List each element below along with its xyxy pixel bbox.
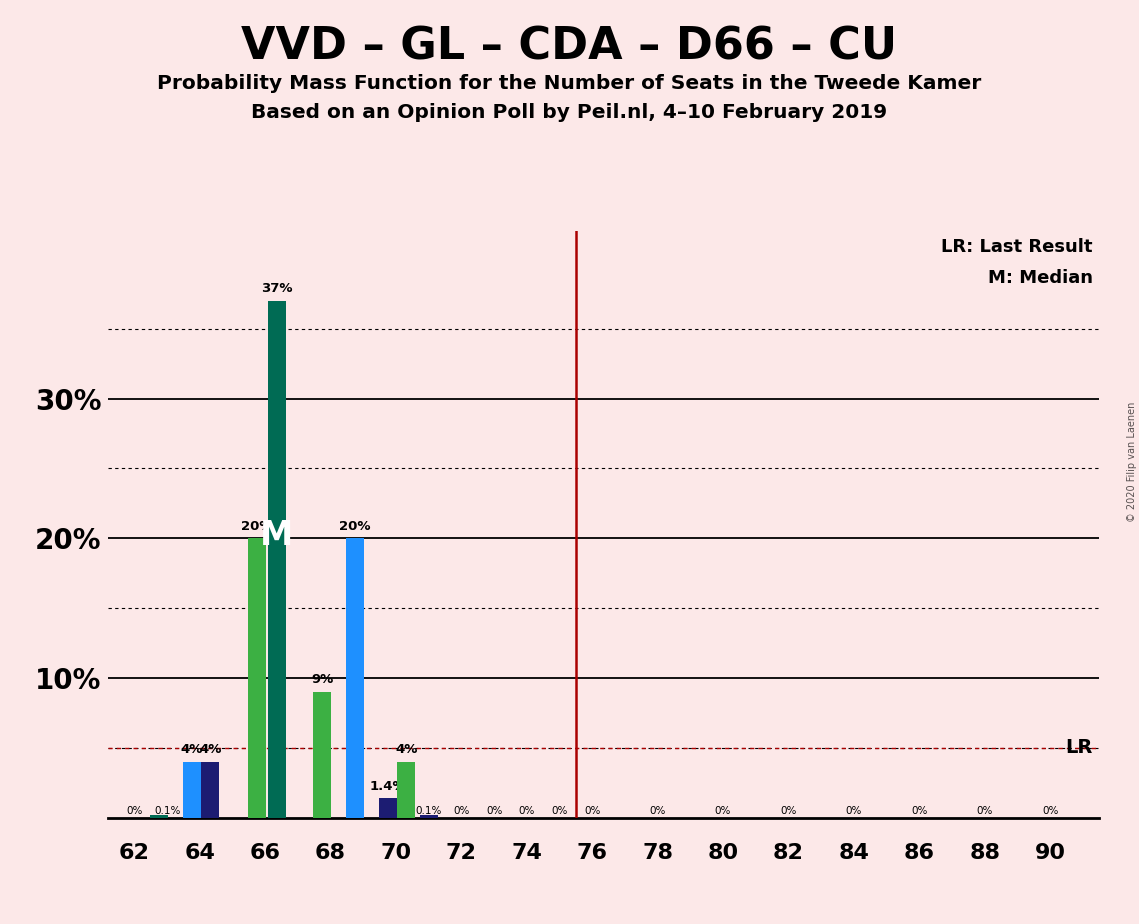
Text: 1.4%: 1.4% [369, 780, 407, 793]
Text: 4%: 4% [180, 743, 203, 756]
Text: 0%: 0% [584, 807, 600, 816]
Text: M: M [260, 519, 293, 553]
Text: 0%: 0% [911, 807, 927, 816]
Bar [248, 539, 267, 818]
Text: 4%: 4% [395, 743, 418, 756]
Text: © 2020 Filip van Laenen: © 2020 Filip van Laenen [1126, 402, 1137, 522]
Text: Probability Mass Function for the Number of Seats in the Tweede Kamer: Probability Mass Function for the Number… [157, 74, 982, 93]
Text: 0%: 0% [126, 807, 142, 816]
Text: Based on an Opinion Poll by Peil.nl, 4–10 February 2019: Based on an Opinion Poll by Peil.nl, 4–1… [252, 103, 887, 123]
Text: M: Median: M: Median [988, 269, 1092, 286]
Text: 37%: 37% [261, 282, 293, 296]
Text: 0%: 0% [976, 807, 993, 816]
Text: 0%: 0% [845, 807, 862, 816]
Bar [268, 301, 286, 818]
Text: 0%: 0% [649, 807, 666, 816]
Text: 0%: 0% [715, 807, 731, 816]
Bar [182, 762, 200, 818]
Bar [150, 815, 167, 818]
Text: 20%: 20% [241, 520, 272, 533]
Text: 4%: 4% [199, 743, 221, 756]
Text: 0%: 0% [551, 807, 567, 816]
Text: 0%: 0% [486, 807, 502, 816]
Text: 0%: 0% [780, 807, 796, 816]
Text: 0.1%: 0.1% [154, 807, 180, 816]
Bar [379, 798, 396, 818]
Bar [313, 692, 331, 818]
Text: 0%: 0% [1042, 807, 1058, 816]
Bar [419, 815, 437, 818]
Text: 0.1%: 0.1% [416, 807, 442, 816]
Text: 0%: 0% [453, 807, 469, 816]
Text: LR: LR [1065, 738, 1092, 758]
Bar [346, 539, 364, 818]
Text: 9%: 9% [311, 674, 334, 687]
Text: VVD – GL – CDA – D66 – CU: VVD – GL – CDA – D66 – CU [241, 26, 898, 69]
Text: LR: Last Result: LR: Last Result [941, 238, 1092, 256]
Text: 20%: 20% [339, 520, 371, 533]
Bar [202, 762, 219, 818]
Bar [398, 762, 416, 818]
Text: 0%: 0% [518, 807, 535, 816]
